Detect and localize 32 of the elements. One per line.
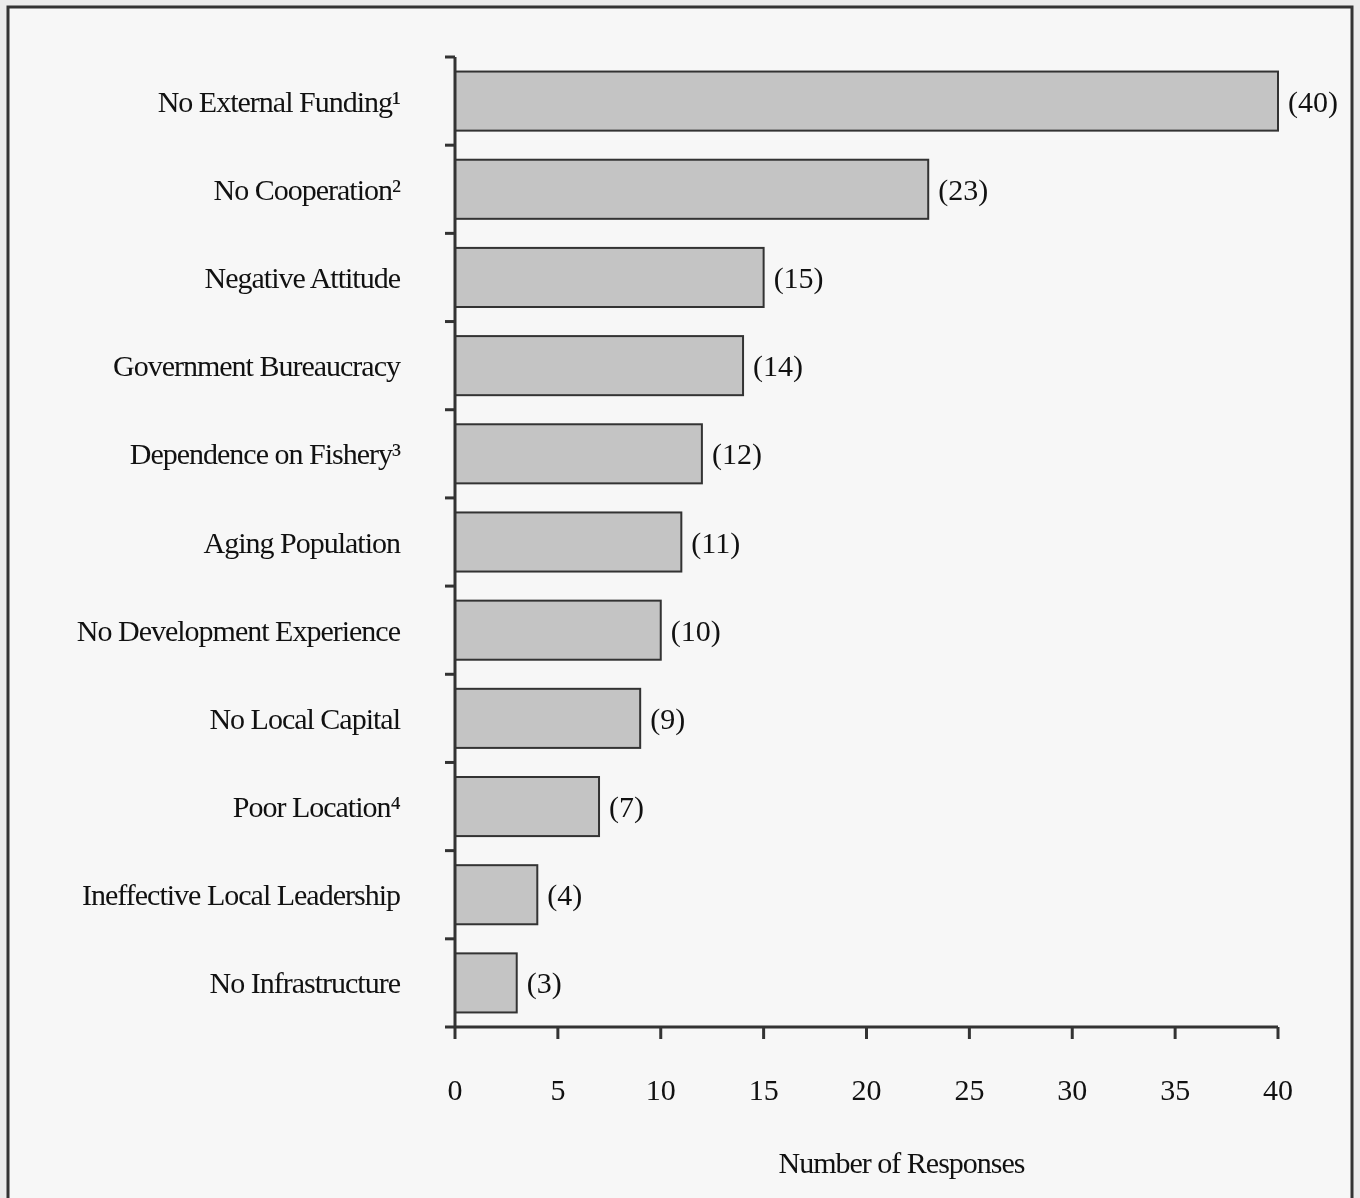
y-tick-label: No Infrastructure — [209, 966, 401, 1000]
y-tick-label: Government Bureaucracy — [112, 349, 401, 383]
data-label: (12) — [711, 437, 762, 472]
y-tick-label: No Development Experience — [76, 613, 401, 647]
y-tick-label: No Cooperation² — [213, 172, 401, 206]
y-tick-label: Ineffective Local Leadership — [82, 878, 400, 912]
y-tick-label: Aging Population — [203, 525, 401, 559]
data-label: (14) — [753, 349, 804, 384]
y-tick-label: Poor Location⁴ — [232, 790, 401, 824]
x-tick-label: 5 — [550, 1073, 566, 1106]
data-label: (15) — [773, 260, 824, 295]
data-label: (3) — [526, 966, 562, 1001]
data-label: (11) — [691, 525, 741, 560]
y-tick-label: Dependence on Fishery³ — [129, 437, 401, 471]
data-label: (40) — [1288, 84, 1338, 119]
x-tick-label: 30 — [1057, 1073, 1088, 1106]
x-tick-label: 35 — [1160, 1073, 1191, 1106]
x-tick-label: 40 — [1263, 1073, 1293, 1106]
x-axis-title: Number of Responses — [778, 1146, 1025, 1179]
data-label: (9) — [650, 701, 686, 736]
y-tick-label: Negative Attitude — [204, 260, 401, 294]
data-label: (23) — [938, 172, 989, 207]
data-label: (4) — [547, 878, 583, 913]
x-tick-label: 0 — [447, 1073, 463, 1106]
x-tick-label: 15 — [748, 1073, 779, 1106]
y-tick-label: No External Funding¹ — [157, 84, 400, 118]
data-label: (10) — [670, 613, 721, 648]
data-label: (7) — [609, 790, 645, 825]
x-tick-label: 25 — [954, 1073, 985, 1106]
x-tick-label: 20 — [851, 1073, 882, 1106]
x-tick-label: 10 — [645, 1073, 676, 1106]
y-tick-label: No Local Capital — [209, 701, 401, 735]
